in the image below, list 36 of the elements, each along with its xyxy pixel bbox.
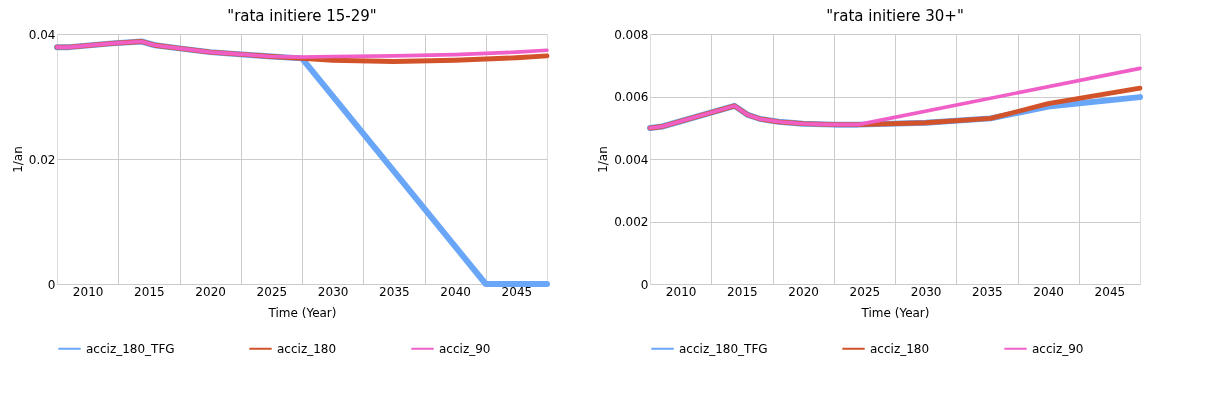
x-tick-label: 2030 <box>910 284 942 299</box>
legend-label: acciz_180 <box>870 341 930 356</box>
y-tick-label: 0 <box>640 277 649 292</box>
x-tick-label: 2040 <box>440 284 471 299</box>
y-tick-label: 0.002 <box>614 215 649 229</box>
y-tick-label: 0.008 <box>614 27 649 42</box>
x-tick-label: 2035 <box>379 284 410 299</box>
x-tick-label: 2040 <box>1033 284 1064 299</box>
x-tick-label: 2045 <box>501 284 533 299</box>
x-tick-label: 2010 <box>665 284 697 299</box>
y-tick-label: 0.004 <box>614 152 649 167</box>
chart-title: "rata initiere 15-29" <box>227 7 377 25</box>
legend-label: acciz_90 <box>1032 341 1084 356</box>
legend-label: acciz_180 <box>277 341 337 356</box>
y-tick-label: 0.006 <box>614 90 649 104</box>
y-tick-label: 0 <box>47 277 56 292</box>
x-tick-label: 2020 <box>788 284 819 299</box>
x-tick-label: 2035 <box>972 284 1003 299</box>
y-tick-label: 0.04 <box>28 27 56 42</box>
x-tick-label: 2025 <box>849 284 881 299</box>
y-axis-title: 1/an <box>10 146 25 173</box>
x-axis-title: Time (Year) <box>860 305 930 320</box>
x-tick-label: 2025 <box>256 284 288 299</box>
legend-label: acciz_180_TFG <box>86 341 175 356</box>
legend-label: acciz_180_TFG <box>679 341 768 356</box>
x-tick-label: 2010 <box>72 284 104 299</box>
x-tick-label: 2045 <box>1094 284 1126 299</box>
x-tick-label: 2015 <box>727 284 758 299</box>
x-tick-label: 2020 <box>195 284 226 299</box>
x-axis-title: Time (Year) <box>267 305 337 320</box>
x-tick-label: 2030 <box>317 284 349 299</box>
y-tick-label: 0.02 <box>28 152 56 167</box>
chart-title: "rata initiere 30+" <box>826 7 964 25</box>
legend-label: acciz_90 <box>439 341 491 356</box>
y-axis-title: 1/an <box>596 146 611 173</box>
x-tick-label: 2015 <box>134 284 165 299</box>
